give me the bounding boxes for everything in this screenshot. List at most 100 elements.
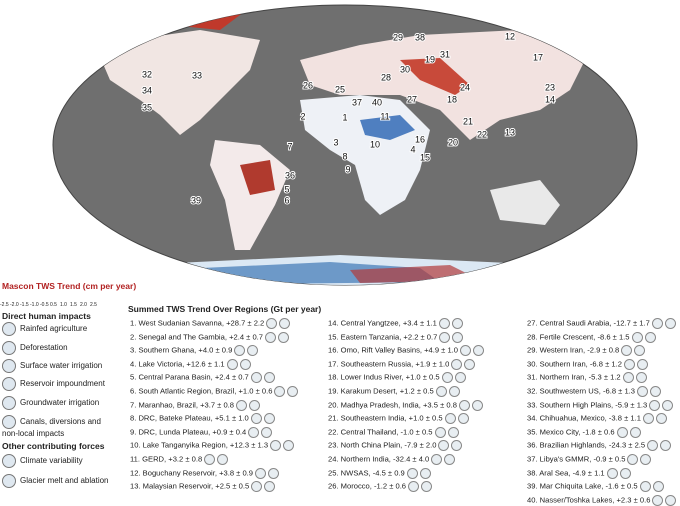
icon: [650, 386, 662, 397]
icon: [642, 413, 654, 425]
map-label: 24: [460, 82, 470, 92]
text: 28. Fertile Crescent, -8.6 ± 1.5: [527, 332, 630, 342]
icon: [438, 318, 450, 329]
icon: [640, 454, 652, 465]
text: 5. Central Parana Basin, +2.4 ± 0.7: [130, 372, 249, 382]
text: -2.0: [10, 302, 19, 308]
text: 1. West Sudanian Savanna, +28.7 ± 2.2: [130, 318, 265, 328]
text: 4. Lake Victoria, +12.6 ± 1.1: [130, 359, 225, 369]
icon: [268, 467, 280, 479]
icon: [457, 413, 469, 425]
icon: [251, 481, 263, 493]
text: 13. Malaysian Reservoir, +2.5 ± 0.5: [130, 481, 250, 491]
text: 29. Western Iran, -2.9 ± 0.8: [527, 345, 620, 355]
text: 37. Libya's GMMR, -0.9 ± 0.5: [527, 454, 626, 464]
region-entry: 28. Fertile Crescent, -8.6 ± 1.5: [527, 331, 656, 343]
text: 31. Northern Iran, -5.3 ± 1.2: [527, 372, 621, 382]
map-label: 2: [300, 111, 305, 121]
region-entry: 37. Libya's GMMR, -0.9 ± 0.5: [527, 454, 652, 465]
text: 33. Southern High Plains, -5.9 ± 1.3: [527, 400, 648, 410]
text: 15. Eastern Tanzania, +2.2 ± 0.7: [328, 332, 438, 342]
map-label: 7: [287, 141, 292, 151]
icon: [438, 440, 450, 452]
text: Direct human impacts: [2, 311, 91, 321]
map-label: 10: [370, 139, 380, 149]
region-entry: 29. Western Iran, -2.9 ± 0.8: [527, 345, 646, 357]
icon: [234, 345, 246, 357]
region-entry: 24. Northern India, -32.4 ± 4.0: [328, 454, 456, 465]
region-entry: 20. Madhya Pradesh, India, +3.5 ± 0.8: [328, 399, 483, 411]
text: -2.5: [0, 302, 9, 308]
region-entry: 16. Omo, Rift Valley Basins, +4.9 ± 1.0: [328, 345, 485, 357]
legend-item: Reservoir impoundment: [2, 377, 105, 391]
map-label: 14: [545, 94, 555, 104]
map-label: 18: [447, 94, 457, 104]
colorbar-tick: -2.5: [0, 302, 9, 308]
map-label: 11: [380, 111, 389, 121]
text: 30. Southern Iran, -6.8 ± 1.2: [527, 359, 622, 369]
icon: [644, 331, 656, 343]
icon: [652, 481, 664, 493]
map-label: 33: [192, 70, 202, 80]
text: 1.5: [70, 302, 77, 308]
icon: [236, 399, 247, 411]
text: -1.5: [20, 302, 29, 308]
text: Climate variability: [20, 456, 83, 466]
text: Canals, diversions and non-local impacts: [2, 417, 101, 438]
icon: [452, 331, 464, 343]
icon: [278, 331, 290, 343]
map-label: 15: [420, 152, 430, 162]
text: 16. Omo, Rift Valley Basins, +4.9 ± 1.0: [328, 345, 459, 355]
text: Surface water irrigation: [20, 361, 103, 371]
icon: [649, 399, 661, 411]
text: -1.0: [30, 302, 39, 308]
icon: [471, 399, 483, 411]
region-entry: 33. Southern High Plains, -5.9 ± 1.3: [527, 399, 674, 411]
icon: [263, 372, 275, 384]
text: 10. Lake Tanganyika Region, +12.3 ± 1.3: [130, 440, 269, 450]
text: 34. Chihuahua, Mexico, -3.8 ± 1.1: [527, 413, 641, 423]
text: 0.5: [50, 302, 57, 308]
colorbar-tick: 2.0: [80, 302, 87, 308]
text: Other contributing forces: [2, 441, 105, 451]
region-entry: 34. Chihuahua, Mexico, -3.8 ± 1.1: [527, 413, 667, 425]
icon: [464, 358, 476, 370]
text: Deforestation: [20, 343, 68, 353]
icon: [287, 386, 299, 397]
icon: [264, 481, 276, 493]
text: 12. Boguchany Reservoir, +3.8 ± 0.9: [130, 468, 254, 478]
map-label: 21: [463, 116, 473, 126]
icon: [448, 386, 460, 397]
icon: [217, 454, 229, 465]
map-label: 23: [545, 82, 555, 92]
colorbar-tick: -1.5: [20, 302, 29, 308]
icon: [431, 454, 443, 465]
text: Glacier melt and ablation: [20, 476, 109, 486]
text: 25. NWSAS, -4.5 ± 0.9: [328, 468, 405, 478]
text: -0.5: [40, 302, 49, 308]
icon: [616, 426, 628, 438]
map-label: 26: [303, 80, 313, 90]
legend-item: Surface water irrigation: [2, 359, 102, 373]
icon: [274, 386, 286, 397]
map-label: 9: [345, 164, 350, 174]
text: 36. Brazilian Highlands, -24.3 ± 2.5: [527, 440, 646, 450]
icon: [250, 413, 262, 425]
region-entry: 11. GERD, +3.2 ± 0.8: [130, 454, 229, 465]
text: 9. DRC, Lunda Plateau, +0.9 ± 0.4: [130, 427, 247, 437]
region-entry: 12. Boguchany Reservoir, +3.8 ± 0.9: [130, 467, 280, 479]
region-entry: 19. Karakum Desert, +1.2 ± 0.5: [328, 386, 460, 397]
text: 21. Southeastern India, +1.0 ± 0.5: [328, 413, 443, 423]
map-label: 27: [407, 94, 417, 104]
map-label: 8: [342, 151, 347, 161]
icon: [270, 440, 282, 452]
map-label: 4: [410, 144, 415, 154]
map-label: 16: [415, 134, 425, 144]
icon: [622, 372, 634, 384]
text: 32. Southwestern US, -6.8 ± 1.3: [527, 386, 636, 396]
icon: [651, 318, 663, 329]
map-label: 3: [333, 137, 338, 147]
text: 39. Mar Chiquita Lake, -1.6 ± 0.5: [527, 481, 638, 491]
icon: [606, 467, 618, 479]
text: 40. Nasser/Toshka Lakes, +2.3 ± 0.6: [527, 495, 651, 505]
